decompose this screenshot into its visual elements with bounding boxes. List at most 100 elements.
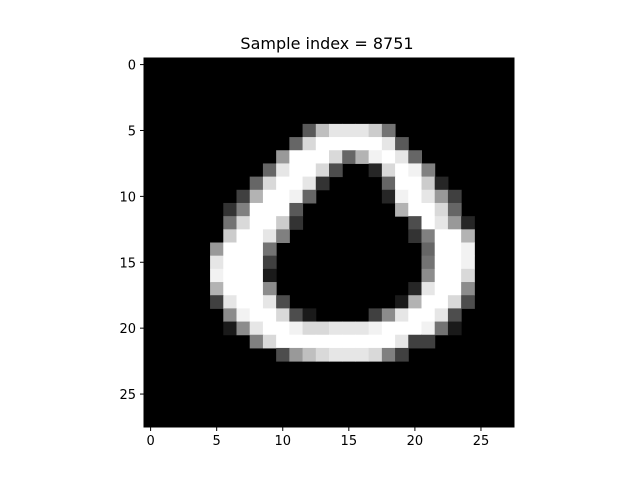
pixel-cell — [210, 268, 224, 283]
pixel-cell — [408, 202, 422, 217]
pixel-cell — [262, 268, 277, 283]
pixel-cell — [408, 229, 422, 243]
pixel-cell — [421, 334, 436, 349]
x-tick-label: 5 — [213, 434, 221, 449]
pixel-cell — [395, 150, 409, 164]
pixel-cell — [262, 202, 277, 217]
pixel-cell — [262, 282, 277, 296]
x-tick-label: 10 — [274, 434, 291, 449]
y-tick-label: 0 — [128, 59, 136, 74]
pixel-cell — [315, 176, 330, 191]
pixel-cell — [289, 150, 304, 164]
pixel-cell — [408, 334, 422, 349]
pixel-cell — [447, 268, 462, 283]
pixel-cell — [249, 202, 264, 217]
pixel-cell — [421, 229, 436, 243]
pixel-cell — [223, 229, 237, 243]
pixel-cell — [262, 216, 277, 230]
pixel-cell — [434, 282, 449, 296]
pixel-cell — [329, 137, 343, 151]
pixel-cell — [262, 176, 277, 191]
pixel-cell — [276, 229, 290, 243]
pixel-cell — [262, 321, 277, 336]
y-tick-label: 10 — [119, 190, 136, 205]
pixel-cell — [381, 163, 396, 178]
pixel-cell — [355, 347, 370, 362]
pixel-cell — [355, 321, 370, 336]
pixel-cell — [223, 321, 237, 336]
pixel-cell — [355, 137, 370, 151]
pixel-cell — [236, 242, 251, 257]
pixel-cell — [236, 321, 251, 336]
pixel-cell — [421, 308, 436, 323]
pixel-cell — [289, 321, 304, 336]
pixel-cell — [276, 216, 290, 230]
pixel-cell — [262, 255, 277, 270]
pixel-cell — [368, 308, 383, 323]
pixel-cell — [421, 282, 436, 296]
pixel-layer — [210, 123, 475, 362]
pixel-cell — [368, 163, 383, 178]
pixel-cell — [421, 216, 436, 230]
pixel-cell — [315, 334, 330, 349]
pixel-cell — [461, 229, 475, 243]
pixel-cell — [210, 255, 224, 270]
pixel-cell — [395, 189, 409, 204]
pixel-cell — [249, 255, 264, 270]
x-axis: 0 5 10 15 20 25 — [146, 427, 489, 449]
pixel-cell — [368, 137, 383, 151]
x-tick-label: 25 — [473, 434, 490, 449]
x-tick-label: 15 — [341, 434, 358, 449]
pixel-cell — [408, 308, 422, 323]
pixel-cell — [461, 255, 475, 270]
pixel-cell — [236, 268, 251, 283]
pixel-cell — [395, 347, 409, 362]
pixel-cell — [315, 163, 330, 178]
pixel-cell — [236, 229, 251, 243]
pixel-cell — [447, 242, 462, 257]
pixel-cell — [236, 295, 251, 309]
pixel-cell — [236, 282, 251, 296]
pixel-cell — [302, 150, 317, 164]
pixel-cell — [461, 242, 475, 257]
pixel-cell — [461, 268, 475, 283]
pixel-cell — [302, 163, 317, 178]
pixel-cell — [408, 321, 422, 336]
pixel-cell — [262, 163, 277, 178]
pixel-cell — [276, 308, 290, 323]
pixel-cell — [381, 137, 396, 151]
y-tick-label: 20 — [119, 322, 136, 337]
pixel-cell — [302, 176, 317, 191]
pixel-cell — [395, 163, 409, 178]
pixel-cell — [249, 295, 264, 309]
pixel-cell — [289, 137, 304, 151]
pixel-cell — [302, 308, 317, 323]
pixel-cell — [276, 189, 290, 204]
pixel-cell — [408, 150, 422, 164]
pixel-cell — [249, 229, 264, 243]
pixel-cell — [276, 334, 290, 349]
pixel-cell — [249, 268, 264, 283]
pixel-cell — [461, 216, 475, 230]
pixel-cell — [381, 150, 396, 164]
pixel-cell — [447, 282, 462, 296]
pixel-cell — [315, 321, 330, 336]
pixel-cell — [302, 321, 317, 336]
pixel-cell — [249, 189, 264, 204]
pixel-cell — [395, 334, 409, 349]
pixel-cell — [421, 295, 436, 309]
pixel-cell — [223, 242, 237, 257]
pixel-cell — [276, 347, 290, 362]
pixel-cell — [223, 216, 237, 230]
pixel-cell — [289, 202, 304, 217]
pixel-cell — [276, 321, 290, 336]
pixel-cell — [447, 321, 462, 336]
pixel-cell — [342, 321, 356, 336]
pixel-cell — [315, 150, 330, 164]
pixel-cell — [355, 334, 370, 349]
pixel-cell — [276, 163, 290, 178]
pixel-cell — [276, 150, 290, 164]
pixel-cell — [434, 255, 449, 270]
pixel-cell — [302, 189, 317, 204]
